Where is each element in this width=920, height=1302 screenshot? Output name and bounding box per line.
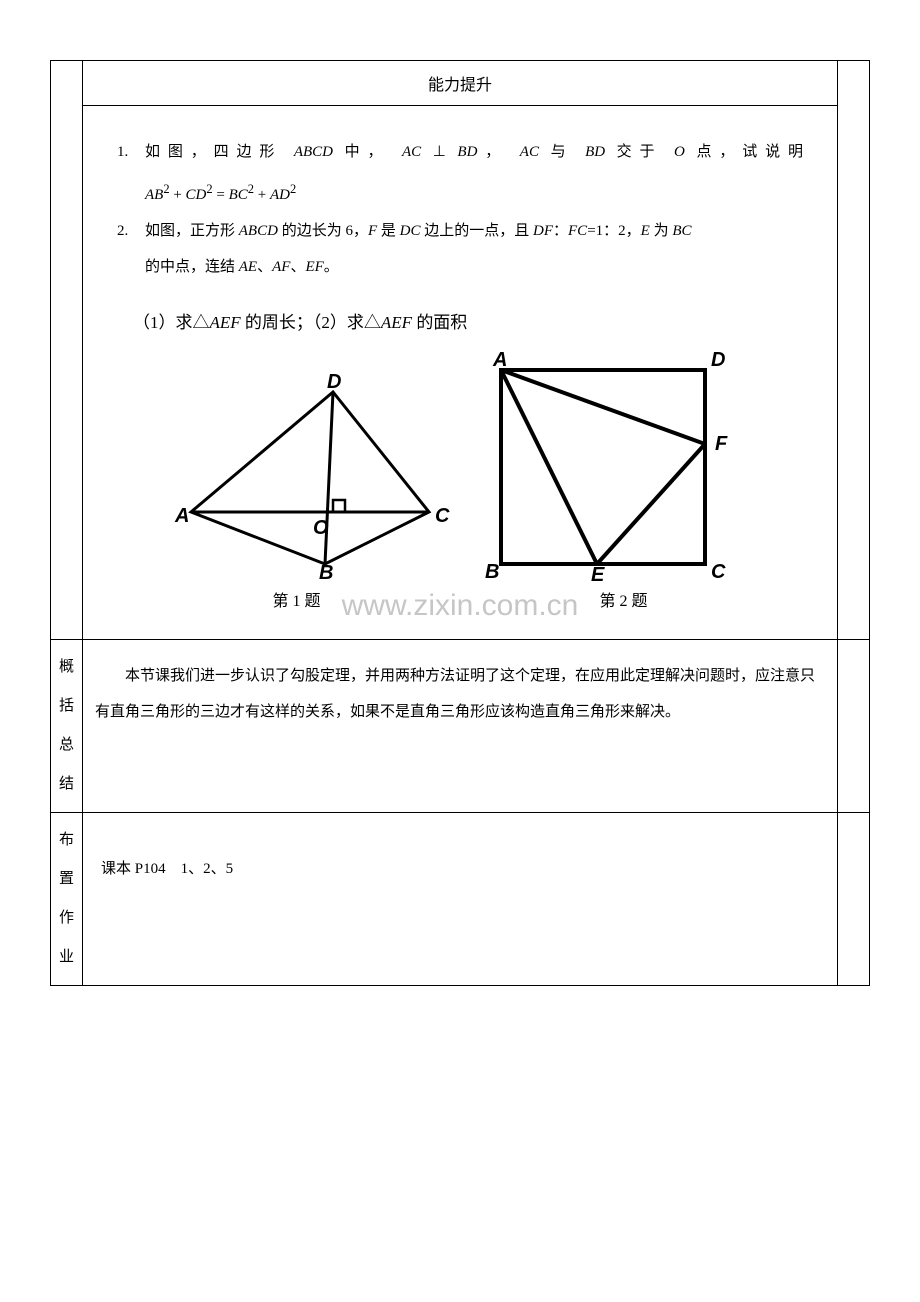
fig1-label-D: D [327, 372, 341, 393]
homework-text: 课本 P104 1、2、5 [83, 813, 837, 922]
p2-t1: 如图，正方形 [145, 223, 239, 239]
fig2-label-D: D [711, 352, 725, 371]
p2-e: E [641, 223, 650, 239]
sidebar-summary-char4: 结 [55, 765, 78, 804]
sidebar-right-empty-1 [838, 61, 870, 640]
p2-df: DF [533, 223, 553, 239]
p2-bc: BC [672, 223, 691, 239]
sidebar-summary-char1: 概 [55, 648, 78, 687]
p2-t2: 的边长为 6， [278, 223, 368, 239]
sidebar-hw-char4: 业 [55, 938, 78, 977]
sidebar-homework-label: 布 置 作 业 [51, 813, 83, 986]
fig1-label-A: A [174, 505, 189, 527]
p2-d1: 、 [257, 259, 272, 275]
p2-t4: 边上的一点，且 [420, 223, 533, 239]
figures-row: A B C D O A D [93, 344, 827, 587]
sidebar-right-empty-3 [838, 813, 870, 986]
p2-ef: EF [305, 259, 323, 275]
fig1-label-O: O [313, 517, 329, 539]
p1-bd: BD [457, 144, 477, 160]
p2-ratio: =1：2， [587, 223, 640, 239]
sidebar-summary-char2: 括 [55, 687, 78, 726]
problem-2: 2. 如图，正方形 ABCD 的边长为 6，F 是 DC 边上的一点，且 DF：… [117, 213, 803, 285]
sidebar-summary-char3: 总 [55, 726, 78, 765]
p2-abcd: ABCD [239, 223, 278, 239]
problem-1: 1. 如图，四边形 ABCD 中， AC ⊥ BD， AC 与 BD 交于 O … [117, 134, 803, 170]
p1-o: O [674, 144, 685, 160]
p2-ae: AE [239, 259, 257, 275]
p2-fc: FC [568, 223, 587, 239]
fig2-label-A: A [492, 352, 507, 371]
p2-colon: ： [553, 223, 568, 239]
problem-1-formula: AB2 + CD2 = BC2 + AD2 [145, 174, 803, 213]
p2-t3: 是 [377, 223, 400, 239]
p1-ac: AC [402, 144, 421, 160]
p2-d2: 、 [290, 259, 305, 275]
fig2-label-B: B [485, 561, 499, 582]
problem-2-number: 2. [117, 213, 145, 285]
fig1-label-C: C [435, 505, 450, 527]
p1-perp: ⊥ [421, 144, 457, 160]
fig1-label-B: B [319, 562, 333, 582]
p2-f: F [368, 223, 377, 239]
q2-b: 的面积 [412, 313, 467, 332]
p2-af: AF [272, 259, 290, 275]
q2-aef: AEF [381, 313, 412, 332]
q1-b: 的周长；（2）求△ [241, 313, 381, 332]
p2-period: 。 [324, 259, 339, 275]
p1-t4: 与 [539, 144, 585, 160]
sidebar-hw-char3: 作 [55, 899, 78, 938]
layout-table: 能力提升 1. 如图，四边形 ABCD 中， AC ⊥ BD， AC 与 BD … [50, 60, 870, 986]
problem-2-text: 如图，正方形 ABCD 的边长为 6，F 是 DC 边上的一点，且 DF：FC=… [145, 213, 803, 285]
p1-t1: 如图，四边形 [145, 144, 294, 160]
summary-cell: 本节课我们进一步认识了勾股定理，并用两种方法证明了这个定理，在应用此定理解决问题… [83, 640, 838, 813]
p1-t2: 中， [333, 144, 402, 160]
homework-cell: 课本 P104 1、2、5 [83, 813, 838, 986]
p1-bd2: BD [585, 144, 605, 160]
f-ab: AB [145, 187, 163, 203]
sidebar-left-empty [51, 61, 83, 640]
sidebar-hw-char1: 布 [55, 821, 78, 860]
sub-questions: （1）求△AEF 的周长；（2）求△AEF 的面积 [133, 309, 803, 336]
fig2-caption: 第 2 题 [599, 587, 647, 611]
problem-1-number: 1. [117, 134, 145, 170]
fig2-label-F: F [715, 433, 728, 455]
q1-a: （1）求△ [133, 313, 210, 332]
p2-dc: DC [400, 223, 421, 239]
f-cd: CD [186, 187, 207, 203]
p2-t6: 的中点，连结 [145, 259, 239, 275]
f-bc: BC [229, 187, 248, 203]
summary-text: 本节课我们进一步认识了勾股定理，并用两种方法证明了这个定理，在应用此定理解决问题… [83, 640, 837, 748]
fig2-label-E: E [591, 564, 605, 582]
sidebar-right-empty-2 [838, 640, 870, 813]
section-title: 能力提升 [428, 77, 492, 94]
sidebar-hw-char2: 置 [55, 860, 78, 899]
q1-aef: AEF [210, 313, 241, 332]
figure-2: A D B C E F [477, 352, 747, 582]
p1-t6: 点，试说明 [685, 144, 803, 160]
p1-ac2: AC [520, 144, 539, 160]
fig1-caption: 第 1 题 [272, 587, 320, 611]
problem-1-text: 如图，四边形 ABCD 中， AC ⊥ BD， AC 与 BD 交于 O 点，试… [145, 134, 803, 170]
section-title-cell: 能力提升 [83, 61, 838, 106]
p1-abcd: ABCD [294, 144, 333, 160]
fig2-label-C: C [711, 561, 726, 582]
problems-cell: 1. 如图，四边形 ABCD 中， AC ⊥ BD， AC 与 BD 交于 O … [83, 106, 838, 640]
p1-t5: 交于 [605, 144, 674, 160]
p1-t3: ， [477, 144, 519, 160]
sidebar-summary-label: 概 括 总 结 [51, 640, 83, 813]
figure-1: A B C D O [173, 372, 473, 582]
p2-t5: 为 [650, 223, 673, 239]
f-ad: AD [270, 187, 290, 203]
